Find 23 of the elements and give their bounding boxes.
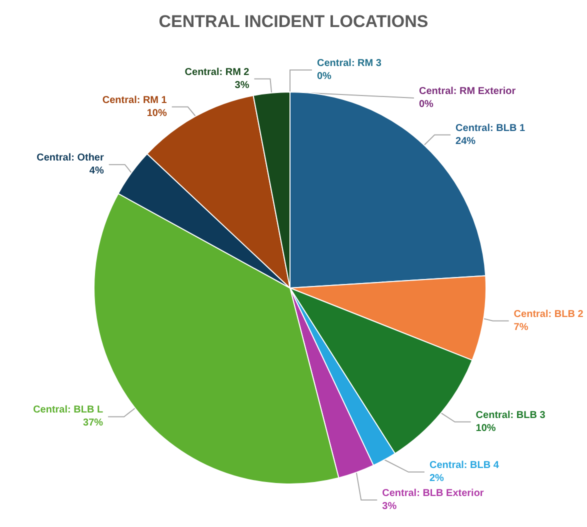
data-label: 4%	[89, 166, 104, 177]
category-label: Central: RM 3	[317, 58, 382, 69]
data-label: 10%	[476, 422, 496, 434]
slice-label: Central: BLB L	[33, 404, 104, 416]
data-label: 3%	[234, 80, 250, 91]
slice-label: Central: BLB 1	[456, 122, 526, 134]
slice-label: Central: BLB 2	[514, 308, 584, 320]
data-label: 2%	[429, 473, 444, 484]
slice-label: Central: Other	[36, 152, 104, 164]
text: 0%	[317, 71, 332, 82]
slice-label: Central: BLB Exterior	[382, 488, 484, 500]
slice-label: Central: RM 1	[102, 94, 168, 106]
chart-title: CENTRAL INCIDENT LOCATIONS	[158, 12, 428, 31]
data-label: 3%	[382, 501, 397, 512]
data-label: 10%	[146, 108, 167, 119]
data-label: 37%	[83, 418, 104, 429]
category-label: Central: RM Exterior	[418, 86, 516, 97]
data-label: 24%	[456, 136, 476, 147]
slice-label: Central: BLB 4	[429, 460, 500, 472]
slice-label: Central: BLB 3	[476, 410, 546, 421]
text: 0%	[418, 99, 434, 110]
slice-label: Central: RM 2	[184, 66, 250, 78]
data-label: 7%	[514, 322, 528, 333]
